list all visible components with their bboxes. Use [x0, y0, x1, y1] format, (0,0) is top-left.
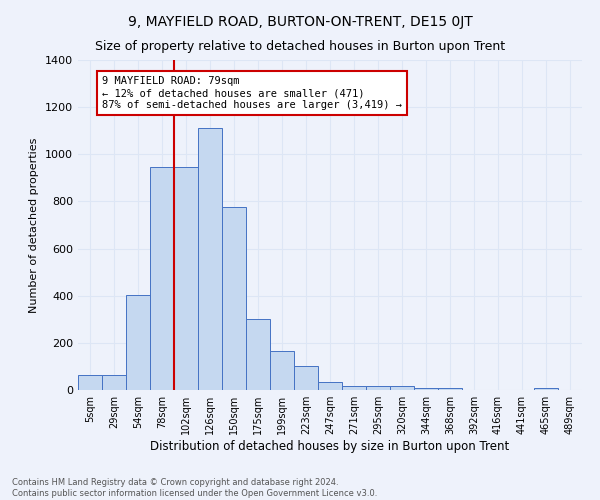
Text: Size of property relative to detached houses in Burton upon Trent: Size of property relative to detached ho…: [95, 40, 505, 53]
Bar: [294, 366, 318, 390]
Bar: [222, 208, 246, 390]
Bar: [126, 294, 150, 390]
Bar: [102, 374, 126, 390]
Bar: [246, 320, 270, 390]
Bar: [150, 167, 174, 390]
Bar: [438, 388, 462, 390]
Bar: [390, 386, 414, 390]
Text: Contains HM Land Registry data © Crown copyright and database right 2024.
Contai: Contains HM Land Registry data © Crown c…: [12, 478, 377, 498]
Bar: [534, 388, 558, 390]
Bar: [414, 388, 438, 390]
Bar: [366, 386, 390, 390]
Bar: [342, 386, 366, 390]
Text: 9, MAYFIELD ROAD, BURTON-ON-TRENT, DE15 0JT: 9, MAYFIELD ROAD, BURTON-ON-TRENT, DE15 …: [128, 15, 472, 29]
Bar: [174, 167, 198, 390]
Bar: [78, 374, 102, 390]
Bar: [318, 382, 342, 390]
Text: 9 MAYFIELD ROAD: 79sqm
← 12% of detached houses are smaller (471)
87% of semi-de: 9 MAYFIELD ROAD: 79sqm ← 12% of detached…: [102, 76, 402, 110]
Y-axis label: Number of detached properties: Number of detached properties: [29, 138, 40, 312]
Bar: [198, 128, 222, 390]
X-axis label: Distribution of detached houses by size in Burton upon Trent: Distribution of detached houses by size …: [151, 440, 509, 453]
Bar: [270, 351, 294, 390]
